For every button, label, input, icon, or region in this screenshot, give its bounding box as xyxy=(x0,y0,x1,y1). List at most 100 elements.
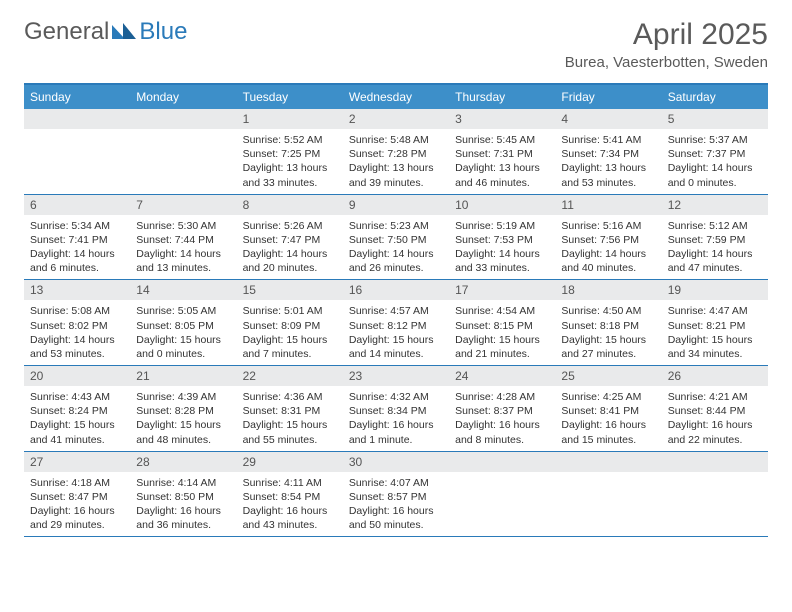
day-number xyxy=(662,452,768,472)
day-number: 19 xyxy=(662,280,768,300)
day-details: Sunrise: 5:08 AMSunset: 8:02 PMDaylight:… xyxy=(24,300,130,365)
day-details: Sunrise: 5:48 AMSunset: 7:28 PMDaylight:… xyxy=(343,129,449,194)
day-cell: 23Sunrise: 4:32 AMSunset: 8:34 PMDayligh… xyxy=(343,366,449,451)
day-details: Sunrise: 4:47 AMSunset: 8:21 PMDaylight:… xyxy=(662,300,768,365)
week-row: 27Sunrise: 4:18 AMSunset: 8:47 PMDayligh… xyxy=(24,452,768,538)
day-details: Sunrise: 4:25 AMSunset: 8:41 PMDaylight:… xyxy=(555,386,661,451)
day-number: 4 xyxy=(555,109,661,129)
day-cell xyxy=(449,452,555,537)
day-cell: 16Sunrise: 4:57 AMSunset: 8:12 PMDayligh… xyxy=(343,280,449,365)
logo: General Blue xyxy=(24,18,187,46)
day-cell: 3Sunrise: 5:45 AMSunset: 7:31 PMDaylight… xyxy=(449,109,555,194)
day-number: 1 xyxy=(237,109,343,129)
day-cell: 26Sunrise: 4:21 AMSunset: 8:44 PMDayligh… xyxy=(662,366,768,451)
day-cell: 7Sunrise: 5:30 AMSunset: 7:44 PMDaylight… xyxy=(130,195,236,280)
day-cell: 13Sunrise: 5:08 AMSunset: 8:02 PMDayligh… xyxy=(24,280,130,365)
day-cell: 18Sunrise: 4:50 AMSunset: 8:18 PMDayligh… xyxy=(555,280,661,365)
day-details: Sunrise: 5:01 AMSunset: 8:09 PMDaylight:… xyxy=(237,300,343,365)
day-details: Sunrise: 4:50 AMSunset: 8:18 PMDaylight:… xyxy=(555,300,661,365)
day-details: Sunrise: 4:28 AMSunset: 8:37 PMDaylight:… xyxy=(449,386,555,451)
day-details: Sunrise: 4:57 AMSunset: 8:12 PMDaylight:… xyxy=(343,300,449,365)
header: General Blue April 2025 Burea, Vaesterbo… xyxy=(24,18,768,71)
day-details: Sunrise: 5:30 AMSunset: 7:44 PMDaylight:… xyxy=(130,215,236,280)
day-details: Sunrise: 5:12 AMSunset: 7:59 PMDaylight:… xyxy=(662,215,768,280)
day-number: 12 xyxy=(662,195,768,215)
logo-text-general: General xyxy=(24,18,109,46)
day-number: 3 xyxy=(449,109,555,129)
day-cell: 9Sunrise: 5:23 AMSunset: 7:50 PMDaylight… xyxy=(343,195,449,280)
week-row: 13Sunrise: 5:08 AMSunset: 8:02 PMDayligh… xyxy=(24,280,768,366)
day-number: 21 xyxy=(130,366,236,386)
day-number: 13 xyxy=(24,280,130,300)
day-details: Sunrise: 5:34 AMSunset: 7:41 PMDaylight:… xyxy=(24,215,130,280)
day-number: 27 xyxy=(24,452,130,472)
day-number xyxy=(555,452,661,472)
day-number: 11 xyxy=(555,195,661,215)
weeks-container: 1Sunrise: 5:52 AMSunset: 7:25 PMDaylight… xyxy=(24,109,768,537)
day-cell: 19Sunrise: 4:47 AMSunset: 8:21 PMDayligh… xyxy=(662,280,768,365)
day-cell: 24Sunrise: 4:28 AMSunset: 8:37 PMDayligh… xyxy=(449,366,555,451)
day-number xyxy=(130,109,236,129)
day-cell: 17Sunrise: 4:54 AMSunset: 8:15 PMDayligh… xyxy=(449,280,555,365)
day-number: 6 xyxy=(24,195,130,215)
day-cell: 5Sunrise: 5:37 AMSunset: 7:37 PMDaylight… xyxy=(662,109,768,194)
week-row: 1Sunrise: 5:52 AMSunset: 7:25 PMDaylight… xyxy=(24,109,768,195)
day-cell: 27Sunrise: 4:18 AMSunset: 8:47 PMDayligh… xyxy=(24,452,130,537)
day-cell: 30Sunrise: 4:07 AMSunset: 8:57 PMDayligh… xyxy=(343,452,449,537)
day-number: 7 xyxy=(130,195,236,215)
day-cell: 28Sunrise: 4:14 AMSunset: 8:50 PMDayligh… xyxy=(130,452,236,537)
day-cell: 11Sunrise: 5:16 AMSunset: 7:56 PMDayligh… xyxy=(555,195,661,280)
day-number xyxy=(449,452,555,472)
day-header-cell: Sunday xyxy=(24,85,130,109)
day-cell: 29Sunrise: 4:11 AMSunset: 8:54 PMDayligh… xyxy=(237,452,343,537)
day-number: 24 xyxy=(449,366,555,386)
day-number: 5 xyxy=(662,109,768,129)
day-number: 10 xyxy=(449,195,555,215)
day-header-row: SundayMondayTuesdayWednesdayThursdayFrid… xyxy=(24,85,768,109)
day-number: 20 xyxy=(24,366,130,386)
day-number: 30 xyxy=(343,452,449,472)
day-number: 17 xyxy=(449,280,555,300)
day-cell xyxy=(130,109,236,194)
day-number xyxy=(24,109,130,129)
day-number: 2 xyxy=(343,109,449,129)
day-details: Sunrise: 5:45 AMSunset: 7:31 PMDaylight:… xyxy=(449,129,555,194)
day-header-cell: Thursday xyxy=(449,85,555,109)
day-cell xyxy=(662,452,768,537)
day-cell: 12Sunrise: 5:12 AMSunset: 7:59 PMDayligh… xyxy=(662,195,768,280)
day-number: 22 xyxy=(237,366,343,386)
logo-text-blue: Blue xyxy=(139,18,187,46)
day-details: Sunrise: 5:19 AMSunset: 7:53 PMDaylight:… xyxy=(449,215,555,280)
day-details: Sunrise: 5:41 AMSunset: 7:34 PMDaylight:… xyxy=(555,129,661,194)
day-cell: 15Sunrise: 5:01 AMSunset: 8:09 PMDayligh… xyxy=(237,280,343,365)
day-number: 18 xyxy=(555,280,661,300)
day-details: Sunrise: 4:07 AMSunset: 8:57 PMDaylight:… xyxy=(343,472,449,537)
day-cell: 1Sunrise: 5:52 AMSunset: 7:25 PMDaylight… xyxy=(237,109,343,194)
day-cell: 22Sunrise: 4:36 AMSunset: 8:31 PMDayligh… xyxy=(237,366,343,451)
day-number: 25 xyxy=(555,366,661,386)
calendar: SundayMondayTuesdayWednesdayThursdayFrid… xyxy=(24,83,768,537)
day-details: Sunrise: 5:05 AMSunset: 8:05 PMDaylight:… xyxy=(130,300,236,365)
day-number: 15 xyxy=(237,280,343,300)
day-cell: 4Sunrise: 5:41 AMSunset: 7:34 PMDaylight… xyxy=(555,109,661,194)
day-cell: 20Sunrise: 4:43 AMSunset: 8:24 PMDayligh… xyxy=(24,366,130,451)
day-number: 28 xyxy=(130,452,236,472)
day-details: Sunrise: 4:11 AMSunset: 8:54 PMDaylight:… xyxy=(237,472,343,537)
day-details: Sunrise: 5:26 AMSunset: 7:47 PMDaylight:… xyxy=(237,215,343,280)
day-header-cell: Friday xyxy=(555,85,661,109)
day-header-cell: Wednesday xyxy=(343,85,449,109)
title-block: April 2025 Burea, Vaesterbotten, Sweden xyxy=(565,18,768,71)
day-details: Sunrise: 5:16 AMSunset: 7:56 PMDaylight:… xyxy=(555,215,661,280)
day-details: Sunrise: 4:39 AMSunset: 8:28 PMDaylight:… xyxy=(130,386,236,451)
day-number: 29 xyxy=(237,452,343,472)
day-cell: 21Sunrise: 4:39 AMSunset: 8:28 PMDayligh… xyxy=(130,366,236,451)
location: Burea, Vaesterbotten, Sweden xyxy=(565,54,768,71)
day-cell: 14Sunrise: 5:05 AMSunset: 8:05 PMDayligh… xyxy=(130,280,236,365)
day-number: 26 xyxy=(662,366,768,386)
day-details: Sunrise: 5:52 AMSunset: 7:25 PMDaylight:… xyxy=(237,129,343,194)
logo-icon xyxy=(111,21,137,44)
month-title: April 2025 xyxy=(565,18,768,52)
day-cell: 8Sunrise: 5:26 AMSunset: 7:47 PMDaylight… xyxy=(237,195,343,280)
day-details: Sunrise: 4:18 AMSunset: 8:47 PMDaylight:… xyxy=(24,472,130,537)
day-number: 14 xyxy=(130,280,236,300)
